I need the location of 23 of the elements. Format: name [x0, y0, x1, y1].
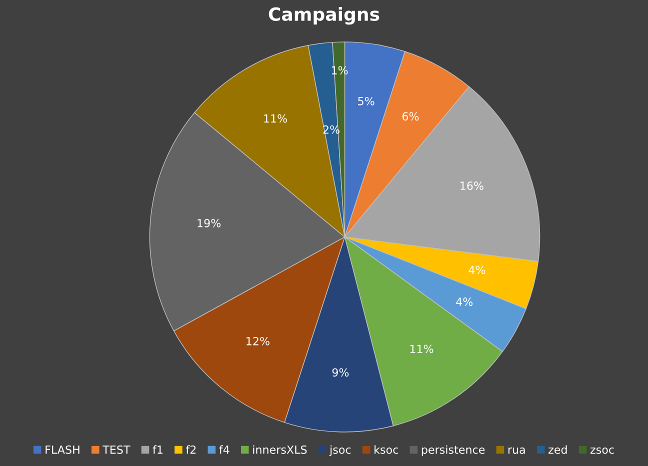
legend-label: f2 [186, 445, 196, 454]
legend-label: f4 [219, 445, 230, 454]
legend-label: TEST [102, 445, 130, 454]
chart-title: Campaigns [268, 6, 380, 25]
legend-label: ksoc [374, 445, 398, 454]
data-label: 19% [198, 218, 221, 228]
data-label: 16% [460, 182, 484, 190]
legend-label: f1 [152, 445, 162, 454]
legend-label: persistence [422, 445, 485, 456]
data-label: 4% [456, 298, 473, 306]
data-label: 11% [410, 344, 434, 354]
legend-label: rua [508, 447, 525, 454]
legend-label: FLASH [46, 445, 80, 454]
data-label: 12% [246, 336, 270, 346]
legend-label: zsoc [590, 447, 614, 454]
data-label: 11% [264, 114, 287, 123]
legend-label: innersXLS [253, 445, 307, 454]
data-label: 6% [402, 112, 419, 121]
data-label: 4% [468, 266, 486, 274]
legend-label: jsoc [329, 445, 351, 456]
data-label: 5% [358, 96, 374, 106]
data-label: 9% [332, 368, 349, 377]
legend-label: zed [548, 445, 567, 454]
